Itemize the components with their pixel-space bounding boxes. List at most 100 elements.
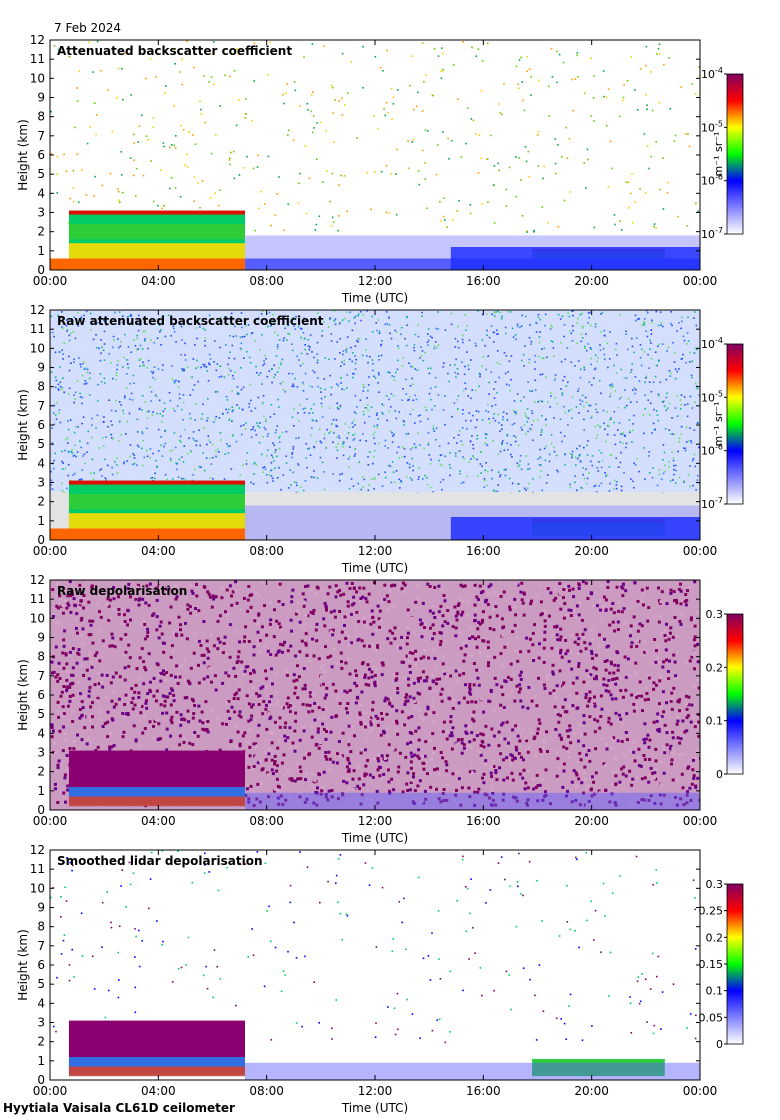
y-tick-label: 4: [37, 726, 45, 740]
x-tick-label: 16:00: [466, 274, 501, 288]
y-tick-label: 4: [37, 186, 45, 200]
y-tick-label: 7: [37, 399, 45, 413]
y-tick-label: 11: [30, 592, 45, 606]
x-tick-label: 08:00: [249, 544, 284, 558]
colorbar-tick-label: 10-7: [701, 226, 723, 241]
y-tick-label: 6: [37, 148, 45, 162]
y-tick-label: 10: [30, 71, 45, 85]
y-tick-label: 9: [37, 901, 45, 915]
x-axis-label: Time (UTC): [341, 561, 408, 575]
y-tick-label: 8: [37, 380, 45, 394]
footer-label: Hyytiala Vaisala CL61D ceilometer: [3, 1101, 235, 1115]
y-tick-label: 8: [37, 110, 45, 124]
y-axis-label: Height (km): [16, 389, 30, 460]
y-tick-label: 11: [30, 52, 45, 66]
y-tick-label: 3: [37, 476, 45, 490]
x-tick-label: 00:00: [33, 544, 68, 558]
y-tick-label: 2: [37, 1035, 45, 1049]
colorbar-tick-label: 10-7: [701, 496, 723, 511]
x-tick-label: 12:00: [358, 814, 393, 828]
y-tick-label: 10: [30, 341, 45, 355]
x-tick-label: 00:00: [33, 274, 68, 288]
y-tick-label: 7: [37, 669, 45, 683]
heatmap-field: [50, 850, 700, 1080]
y-tick-label: 11: [30, 862, 45, 876]
colorbar: [726, 613, 744, 775]
y-tick-label: 12: [30, 843, 45, 857]
y-tick-label: 10: [30, 611, 45, 625]
colorbar-tick-label: 0.2: [706, 931, 724, 944]
x-axis-label: Time (UTC): [341, 1101, 408, 1115]
y-tick-label: 7: [37, 939, 45, 953]
y-tick-label: 2: [37, 225, 45, 239]
y-axis-label: Height (km): [16, 119, 30, 190]
x-tick-label: 00:00: [683, 814, 718, 828]
y-tick-label: 6: [37, 688, 45, 702]
y-tick-label: 5: [37, 437, 45, 451]
y-axis-label: Height (km): [16, 929, 30, 1000]
y-tick-label: 0: [37, 803, 45, 817]
y-tick-label: 3: [37, 206, 45, 220]
colorbar-tick-label: 0.3: [706, 608, 724, 621]
y-tick-label: 7: [37, 129, 45, 143]
colorbar-tick-label: 0.1: [706, 985, 724, 998]
x-tick-label: 12:00: [358, 1084, 393, 1098]
colorbar-tick-label: 10-6: [701, 173, 723, 188]
colorbar-tick-label: 0.15: [699, 958, 724, 971]
y-tick-label: 9: [37, 631, 45, 645]
x-tick-label: 00:00: [683, 1084, 718, 1098]
colorbar-tick-label: 0.25: [699, 905, 724, 918]
x-tick-label: 16:00: [466, 814, 501, 828]
y-tick-label: 4: [37, 456, 45, 470]
y-tick-label: 0: [37, 533, 45, 547]
x-tick-label: 12:00: [358, 544, 393, 558]
colorbar: [726, 73, 744, 235]
y-tick-label: 3: [37, 1016, 45, 1030]
colorbar-units: m⁻¹ sr⁻¹: [712, 132, 725, 177]
heatmap-field: [50, 310, 700, 540]
y-tick-label: 3: [37, 746, 45, 760]
x-tick-label: 04:00: [141, 544, 176, 558]
date-label: 7 Feb 2024: [54, 21, 122, 35]
y-tick-label: 6: [37, 418, 45, 432]
y-tick-label: 11: [30, 322, 45, 336]
heatmap-field: [50, 580, 700, 810]
y-tick-label: 0: [37, 263, 45, 277]
x-tick-label: 20:00: [574, 814, 609, 828]
x-tick-label: 16:00: [466, 544, 501, 558]
y-tick-label: 6: [37, 958, 45, 972]
colorbar-tick-label: 10-4: [701, 336, 723, 351]
x-tick-label: 00:00: [33, 1084, 68, 1098]
x-tick-label: 20:00: [574, 274, 609, 288]
colorbar-tick-label: 10-5: [701, 389, 723, 404]
x-tick-label: 20:00: [574, 1084, 609, 1098]
y-tick-label: 12: [30, 303, 45, 317]
colorbar-tick-label: 10-5: [701, 119, 723, 134]
chart-title: Attenuated backscatter coefficient: [57, 44, 292, 58]
x-tick-label: 20:00: [574, 544, 609, 558]
colorbar-tick-label: 0.2: [706, 661, 724, 674]
colorbar-tick-label: 0: [716, 768, 723, 781]
colorbar: [726, 883, 744, 1045]
chart-title: Raw attenuated backscatter coefficient: [57, 314, 324, 328]
y-tick-label: 8: [37, 920, 45, 934]
x-tick-label: 04:00: [141, 814, 176, 828]
colorbar-tick-label: 0.05: [699, 1011, 724, 1024]
colorbar-units: m⁻¹ sr⁻¹: [712, 402, 725, 447]
colorbar-tick-label: 0.1: [706, 715, 724, 728]
x-axis-label: Time (UTC): [341, 831, 408, 845]
y-tick-label: 12: [30, 33, 45, 47]
x-tick-label: 08:00: [249, 814, 284, 828]
y-tick-label: 2: [37, 495, 45, 509]
colorbar: [726, 343, 744, 505]
y-tick-label: 9: [37, 361, 45, 375]
y-tick-label: 1: [37, 244, 45, 258]
x-tick-label: 08:00: [249, 1084, 284, 1098]
x-tick-label: 00:00: [33, 814, 68, 828]
y-tick-label: 4: [37, 996, 45, 1010]
